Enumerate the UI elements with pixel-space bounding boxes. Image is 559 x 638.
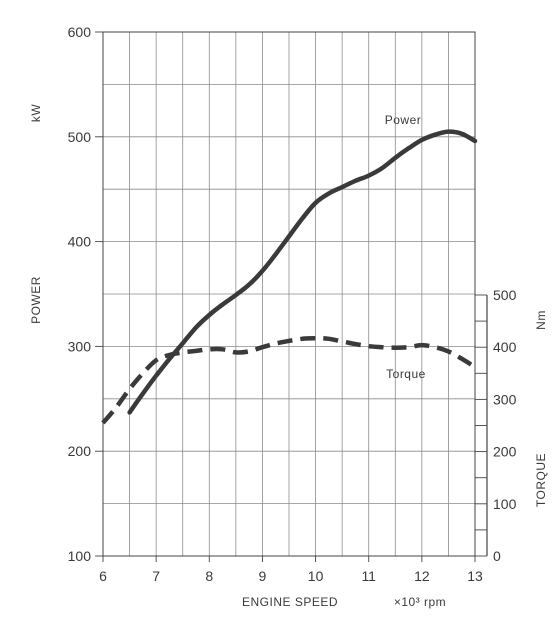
right-axis-label: TORQUE	[534, 453, 548, 507]
right-tick-label: 0	[493, 548, 501, 564]
series	[101, 129, 478, 425]
left-tick-label: 500	[68, 129, 92, 145]
left-tick-label: 400	[68, 234, 92, 250]
right-tick-label: 300	[493, 391, 517, 407]
torque-curve	[101, 336, 477, 425]
right-axis-unit: Nm	[534, 310, 548, 330]
left-tick-label: 300	[68, 338, 92, 354]
x-tick-label: 8	[205, 568, 213, 584]
x-tick-label: 6	[99, 568, 107, 584]
plot-frame	[102, 31, 476, 557]
x-tick-label: 10	[308, 568, 324, 584]
torque-series-label: Torque	[386, 367, 426, 381]
x-axis-label: ENGINE SPEED	[242, 595, 338, 609]
x-tick-label: 11	[361, 568, 376, 584]
x-tick-label: 9	[259, 568, 267, 584]
grid	[102, 31, 476, 557]
right-tick-label: 400	[493, 339, 517, 355]
power-series-label: Power	[385, 113, 422, 127]
x-tick-label: 12	[414, 568, 430, 584]
tick-labels: 6 7 8 9 10 11 12 13 100 200 300 400 500 600 0 100 200 300…	[68, 24, 517, 584]
left-tick-label: 600	[68, 24, 92, 40]
right-tick-label: 100	[493, 496, 517, 512]
x-axis-unit: ×10³ rpm	[394, 595, 446, 609]
left-axis-label: POWER	[29, 276, 43, 324]
power-curve	[127, 129, 478, 415]
x-tick-label: 7	[152, 568, 160, 584]
left-tick-label: 200	[68, 443, 92, 459]
x-tick-label: 13	[467, 568, 483, 584]
left-tick-label: 100	[68, 548, 92, 564]
right-tick-label: 500	[493, 287, 517, 303]
left-axis-unit: kW	[29, 104, 43, 123]
axes	[95, 31, 488, 562]
right-tick-label: 200	[493, 444, 517, 460]
